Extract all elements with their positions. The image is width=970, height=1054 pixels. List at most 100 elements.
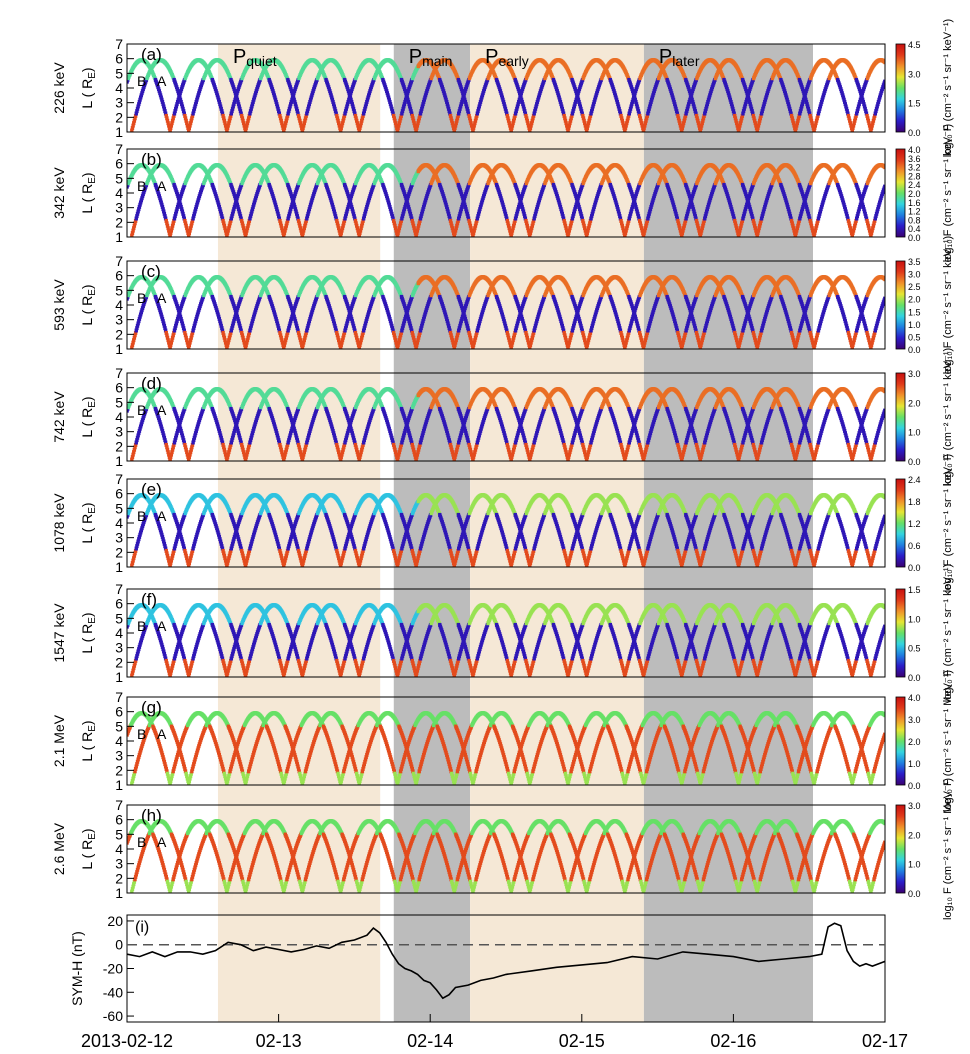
data-point: [468, 221, 472, 226]
data-point: [560, 106, 565, 111]
data-point: [195, 312, 200, 317]
data-point: [292, 89, 297, 94]
data-point: [839, 192, 843, 197]
data-point: [292, 97, 296, 102]
data-point: [223, 228, 228, 233]
data-point: [788, 109, 793, 114]
data-point: [701, 221, 706, 226]
data-point: [227, 226, 231, 231]
data-point: [784, 198, 788, 203]
data-tracks: [127, 58, 885, 893]
data-point: [595, 89, 600, 94]
data-point: [335, 116, 340, 121]
data-point: [450, 121, 455, 126]
data-point: [278, 218, 282, 223]
data-point: [747, 89, 751, 94]
data-point: [362, 109, 366, 114]
data-point: [650, 95, 655, 100]
data-point: [459, 207, 463, 212]
data-point: [783, 91, 787, 96]
data-point: [685, 106, 690, 111]
data-point: [402, 102, 407, 107]
data-point: [871, 223, 876, 228]
data-point: [573, 87, 577, 92]
data-point: [677, 118, 681, 123]
data-point: [140, 308, 144, 313]
data-point: [175, 204, 180, 209]
data-point: [195, 97, 199, 102]
data-point: [475, 113, 479, 118]
data-point: [818, 211, 822, 216]
data-point: [673, 207, 677, 212]
data-point: [617, 106, 621, 111]
data-point: [764, 198, 769, 203]
data-point: [298, 121, 303, 126]
data-point: [309, 95, 313, 100]
data-point: [287, 106, 292, 111]
data-point: [737, 231, 741, 236]
data-point: [821, 198, 826, 203]
data-point: [571, 106, 576, 111]
data-point: [745, 95, 750, 100]
data-point: [403, 192, 407, 197]
data-point: [671, 95, 675, 100]
data-point: [423, 198, 428, 203]
data-point: [400, 111, 404, 116]
data-point: [442, 196, 446, 201]
data-point: [388, 99, 392, 104]
data-point: [646, 214, 651, 219]
data-point: [228, 116, 232, 121]
data-point: [160, 97, 164, 102]
data-point: [685, 214, 689, 219]
data-point: [863, 211, 867, 216]
data-point: [860, 198, 864, 203]
data-point: [308, 204, 312, 209]
data-point: [459, 102, 463, 107]
data-point: [862, 209, 867, 214]
data-point: [364, 102, 368, 107]
data-point: [335, 218, 339, 223]
data-point: [441, 87, 445, 92]
data-point: [463, 99, 468, 104]
data-point: [304, 218, 308, 223]
data-point: [878, 93, 883, 98]
data-point: [612, 89, 616, 94]
data-point: [232, 192, 236, 197]
data-point: [743, 207, 748, 212]
data-point: [254, 194, 258, 199]
data-point: [275, 209, 280, 214]
data-point: [744, 194, 749, 199]
data-point: [192, 323, 197, 328]
data-point: [196, 198, 200, 203]
data-point: [338, 128, 343, 132]
data-point: [651, 198, 655, 203]
data-point: [854, 218, 858, 223]
data-point: [571, 211, 576, 216]
data-point: [628, 109, 632, 114]
data-point: [588, 116, 592, 121]
data-point: [630, 207, 634, 212]
data-point: [652, 89, 656, 94]
data-point: [453, 231, 457, 236]
data-point: [303, 221, 308, 226]
data-point: [385, 194, 389, 199]
data-point: [626, 221, 630, 226]
data-point: [528, 233, 532, 237]
data-point: [234, 198, 239, 203]
data-point: [245, 123, 249, 128]
data-point: [233, 194, 237, 199]
data-point: [172, 113, 176, 118]
data-point: [874, 106, 879, 111]
data-point: [727, 93, 731, 98]
data-point: [453, 228, 458, 233]
data-point: [623, 128, 627, 132]
data-point: [328, 89, 332, 94]
data-point: [669, 194, 673, 199]
data-point: [238, 211, 242, 216]
data-point: [800, 102, 805, 107]
data-point: [678, 123, 683, 128]
data-point: [191, 216, 195, 221]
data-point: [743, 102, 748, 107]
data-point: [243, 128, 248, 132]
data-point: [538, 89, 543, 94]
